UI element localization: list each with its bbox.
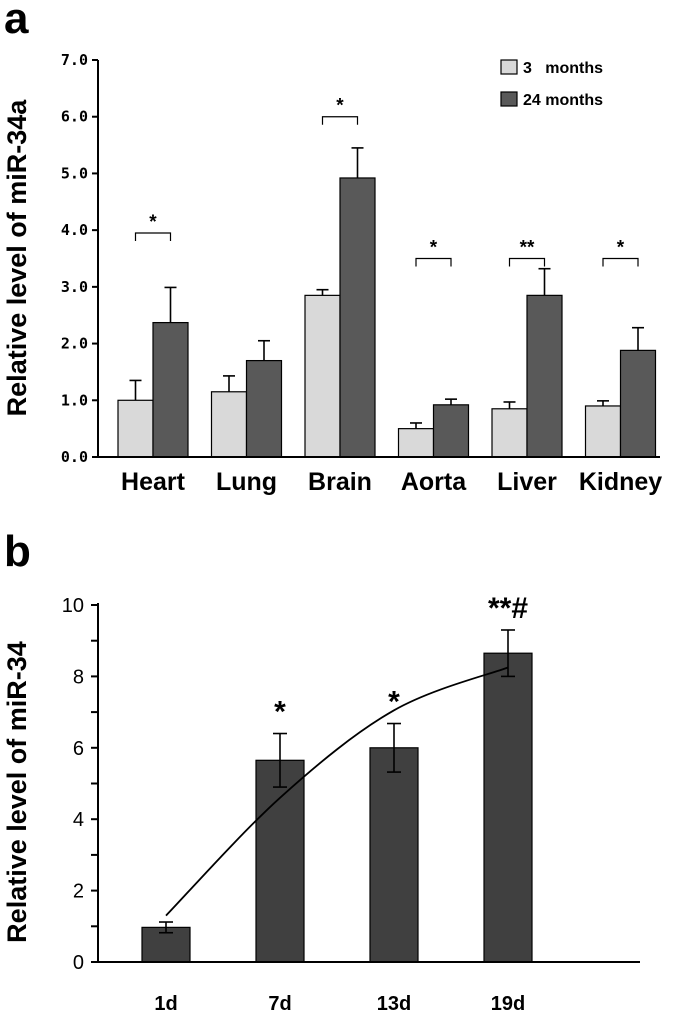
- legend-swatch-3-months: [500, 59, 518, 75]
- chart-a-bar-liver-24-months: [526, 294, 563, 458]
- chart-a-bar-kidney-3-months: [584, 405, 622, 458]
- chart-b-significance-marker: *: [274, 696, 286, 729]
- chart-a-category-label: Aorta: [401, 468, 467, 496]
- chart-a-ytick-label: 1.0: [61, 391, 88, 409]
- chart-b-ytick-label: 2: [73, 881, 84, 903]
- chart-a-significance-marker: *: [430, 238, 438, 259]
- chart-a-category-label: Kidney: [579, 468, 662, 496]
- chart-a-bar-lung-24-months: [245, 359, 283, 458]
- chart-a-ytick-label: 4.0: [61, 221, 88, 239]
- panel-b-label: b: [4, 527, 31, 576]
- chart-a-significance: *** ** *: [134, 96, 639, 267]
- chart-a-significance-bracket: [134, 232, 172, 241]
- chart-b-bar-19d: [483, 652, 533, 963]
- chart-a-ytick-label: 5.0: [61, 164, 88, 182]
- chart-a-significance-marker: **: [520, 238, 535, 259]
- chart-b-category-label: 13d: [377, 993, 411, 1015]
- chart-b-ylabel: Relative level of miR-34: [2, 641, 32, 943]
- chart-b-ytick-label: 6: [73, 738, 84, 760]
- chart-a-ytick-label: 2.0: [61, 335, 88, 353]
- chart-a-bar-heart-24-months: [152, 321, 189, 458]
- chart-b-ytick-label: 4: [73, 809, 84, 831]
- chart-a-bar-aorta-24-months: [432, 404, 470, 458]
- chart-a-significance-bracket: [602, 257, 639, 267]
- chart-a-legend: 3 months 24 months: [500, 59, 603, 109]
- chart-b-bar-7d: [255, 759, 305, 963]
- panel-a-label: a: [4, 0, 29, 43]
- chart-a-yticks: 0.0 1.0 2.0 3.0 4.0 5.0 6.0 7.0: [61, 51, 98, 466]
- chart-b-trendline: [165, 666, 509, 917]
- chart-a-bar-aorta-3-months: [397, 428, 435, 458]
- chart-a-ytick-label: 3.0: [61, 278, 88, 296]
- chart-b-bar-13d: [369, 747, 419, 963]
- legend-label-24-months: 24 months: [523, 92, 603, 109]
- chart-b-ytick-label: 0: [73, 952, 84, 974]
- legend-label-3-months: 3 months: [523, 60, 603, 77]
- chart-a-bar-liver-3-months: [491, 408, 528, 458]
- chart-a-category-label: Liver: [497, 468, 557, 496]
- chart-b-category-label: 7d: [268, 993, 291, 1015]
- chart-b-ytick-label: 8: [73, 666, 84, 688]
- chart-a-significance-marker: *: [336, 96, 344, 117]
- chart-a-significance-bracket: [415, 257, 452, 267]
- chart-a-significance-marker: *: [617, 238, 625, 259]
- chart-a-bar-brain-3-months: [304, 294, 341, 458]
- chart-a-bar-lung-3-months: [210, 391, 248, 458]
- chart-a-significance-bracket: [508, 257, 546, 267]
- chart-a-bars: [117, 147, 657, 458]
- chart-a-ylabel: Relative level of miR-34a: [2, 99, 32, 417]
- chart-b-category-label: 19d: [491, 993, 525, 1015]
- chart-a-category-label: Brain: [308, 468, 372, 496]
- chart-a-significance-marker: *: [149, 212, 157, 233]
- chart-a-categories: Heart Lung Brain Aorta Liver Kidney: [121, 468, 662, 496]
- chart-a: Relative level of miR-34a 0.0 1.0 2.0 3.0 4.…: [2, 51, 662, 496]
- chart-a-category-label: Heart: [121, 468, 186, 496]
- chart-b-significance-marker: *: [388, 686, 400, 719]
- chart-b-bars: [141, 629, 533, 963]
- chart-b-ytick-label: 10: [62, 595, 84, 617]
- chart-a-ytick-label: 6.0: [61, 108, 88, 126]
- chart-a-ytick-label: 0.0: [61, 448, 88, 466]
- chart-a-category-label: Lung: [216, 468, 277, 496]
- chart-b-category-label: 1d: [154, 993, 177, 1015]
- legend-swatch-24-months: [500, 91, 518, 107]
- chart-a-significance-bracket: [321, 116, 359, 125]
- chart-b-significance-marker: **#: [488, 592, 528, 625]
- chart-b: Relative level of miR-34 0 2 4 6 8 10 * * **# 1…: [2, 592, 640, 1015]
- chart-b-categories: 1d 7d 13d 19d: [154, 993, 525, 1015]
- chart-b-yticks: 0 2 4 6 8 10: [62, 595, 98, 974]
- chart-a-bar-brain-24-months: [339, 177, 376, 458]
- chart-b-significance: * * **#: [274, 592, 528, 729]
- chart-a-bar-heart-3-months: [117, 399, 154, 458]
- chart-a-bar-kidney-24-months: [619, 349, 657, 458]
- chart-a-ytick-label: 7.0: [61, 51, 88, 69]
